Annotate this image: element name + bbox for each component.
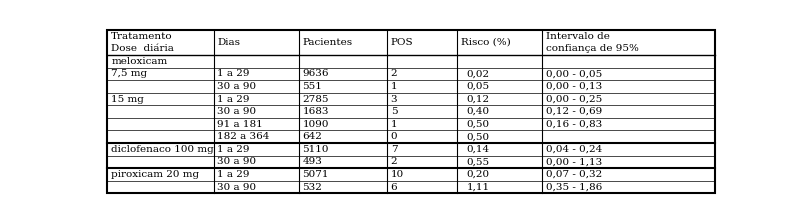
Text: 5110: 5110 [302,145,329,154]
Text: 0,04 - 0,24: 0,04 - 0,24 [546,145,602,154]
Text: 1 a 29: 1 a 29 [218,95,250,104]
Text: 0,00 - 0,25: 0,00 - 0,25 [546,95,602,104]
Text: 0,14: 0,14 [466,145,490,154]
Text: 551: 551 [302,82,322,91]
Text: 0,12: 0,12 [466,95,490,104]
Text: 642: 642 [302,132,322,141]
Text: 1: 1 [390,82,398,91]
Text: 30 a 90: 30 a 90 [218,82,257,91]
Text: 2: 2 [390,157,398,166]
Text: 532: 532 [302,183,322,192]
Text: 0,07 - 0,32: 0,07 - 0,32 [546,170,602,179]
Text: 15 mg: 15 mg [111,95,144,104]
Text: 7: 7 [390,145,398,154]
Text: 2785: 2785 [302,95,329,104]
Text: 0,50: 0,50 [466,120,490,129]
Text: 0,55: 0,55 [466,157,490,166]
Text: 0,50: 0,50 [466,132,490,141]
Text: piroxicam 20 mg: piroxicam 20 mg [111,170,199,179]
Text: diclofenaco 100 mg: diclofenaco 100 mg [111,145,214,154]
Text: 0,05: 0,05 [466,82,490,91]
Text: 2: 2 [390,69,398,78]
Text: Pacientes: Pacientes [302,38,353,47]
Text: 0,00 - 1,13: 0,00 - 1,13 [546,157,602,166]
Text: 91 a 181: 91 a 181 [218,120,263,129]
Text: meloxicam: meloxicam [111,57,167,66]
Text: 5: 5 [390,107,398,116]
Text: 30 a 90: 30 a 90 [218,107,257,116]
Text: 1 a 29: 1 a 29 [218,69,250,78]
Text: 30 a 90: 30 a 90 [218,157,257,166]
Text: POS: POS [390,38,414,47]
Text: 1: 1 [390,120,398,129]
Text: 0,40: 0,40 [466,107,490,116]
Text: 1 a 29: 1 a 29 [218,170,250,179]
Text: 7,5 mg: 7,5 mg [111,69,147,78]
Text: 0: 0 [390,132,398,141]
Text: 0,00 - 0,05: 0,00 - 0,05 [546,69,602,78]
Text: 30 a 90: 30 a 90 [218,183,257,192]
Text: Risco (%): Risco (%) [461,38,510,47]
Text: Dias: Dias [218,38,241,47]
Text: 182 a 364: 182 a 364 [218,132,270,141]
Text: 0,16 - 0,83: 0,16 - 0,83 [546,120,602,129]
Text: 1090: 1090 [302,120,329,129]
Text: 0,12 - 0,69: 0,12 - 0,69 [546,107,602,116]
Text: Tratamento
Dose  diária: Tratamento Dose diária [111,32,174,53]
Text: 1683: 1683 [302,107,329,116]
Text: 10: 10 [390,170,404,179]
Text: 0,00 - 0,13: 0,00 - 0,13 [546,82,602,91]
Text: 0,35 - 1,86: 0,35 - 1,86 [546,183,602,192]
Text: 0,02: 0,02 [466,69,490,78]
Text: 5071: 5071 [302,170,329,179]
Text: 6: 6 [390,183,398,192]
Text: 493: 493 [302,157,322,166]
Text: 1 a 29: 1 a 29 [218,145,250,154]
Text: 1,11: 1,11 [466,183,490,192]
Text: Intervalo de
confiança de 95%: Intervalo de confiança de 95% [546,32,638,53]
Text: 9636: 9636 [302,69,329,78]
Text: 3: 3 [390,95,398,104]
Text: 0,20: 0,20 [466,170,490,179]
